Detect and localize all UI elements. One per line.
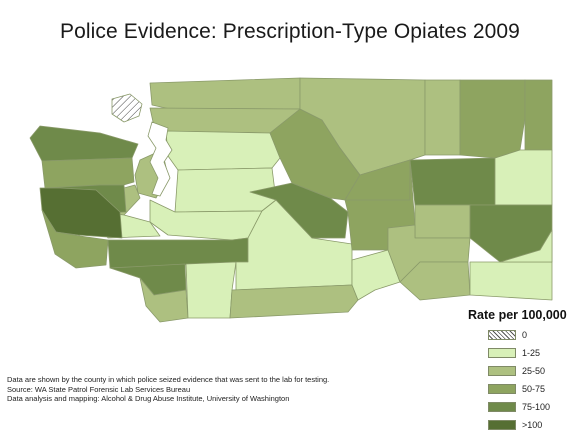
puget-sound-water	[147, 121, 173, 197]
legend-label-over-100: >100	[522, 420, 543, 430]
legend-label-25-50: 25-50	[522, 366, 546, 376]
county-adams	[414, 204, 471, 239]
county-asotin	[499, 229, 553, 263]
county-san-juan	[111, 93, 143, 123]
legend-item-over-100: >100	[488, 418, 542, 432]
legend-swatch-50-75	[488, 384, 516, 394]
county-spokane	[494, 149, 553, 206]
legend-item-1-25: 1-25	[488, 346, 540, 360]
legend-item-25-50: 25-50	[488, 364, 545, 378]
county-klickitat	[229, 284, 359, 319]
county-yakima	[235, 199, 353, 291]
county-wahkiakum	[41, 209, 109, 269]
legend-label-50-75: 50-75	[522, 384, 546, 394]
legend-item-75-100: 75-100	[488, 400, 550, 414]
county-pend-oreille	[524, 79, 553, 151]
source-notes: Data are shown by the county in which po…	[7, 375, 329, 404]
legend-label-1-25: 1-25	[522, 348, 541, 358]
map-title: Police Evidence: Prescription-Type Opiat…	[60, 20, 520, 43]
legend-swatch-over-100	[488, 420, 516, 430]
note-analysis-credit: Data analysis and mapping: Alcohol & Dru…	[7, 394, 290, 403]
legend-swatch-1-25	[488, 348, 516, 358]
county-columbia	[469, 261, 553, 301]
county-stevens	[459, 79, 526, 159]
county-lincoln	[409, 157, 496, 206]
legend-title: Rate per 100,000	[468, 308, 567, 322]
note-data-description: Data are shown by the county in which po…	[7, 375, 330, 384]
legend-swatch-0	[488, 330, 516, 340]
legend-item-0: 0	[488, 328, 527, 342]
legend-label-75-100: 75-100	[522, 402, 551, 412]
county-jefferson	[41, 157, 135, 189]
county-skamania	[185, 261, 237, 319]
legend-swatch-75-100	[488, 402, 516, 412]
county-walla-walla	[399, 261, 471, 301]
county-ferry	[424, 79, 461, 156]
legend-label-0: 0	[522, 330, 528, 340]
note-source: Source: WA State Patrol Forensic Lab Ser…	[7, 384, 191, 394]
county-clallam	[29, 125, 139, 162]
county-snohomish	[165, 130, 281, 171]
legend-item-50-75: 50-75	[488, 382, 545, 396]
county-whatcom	[149, 77, 301, 110]
legend-swatch-25-50	[488, 366, 516, 376]
